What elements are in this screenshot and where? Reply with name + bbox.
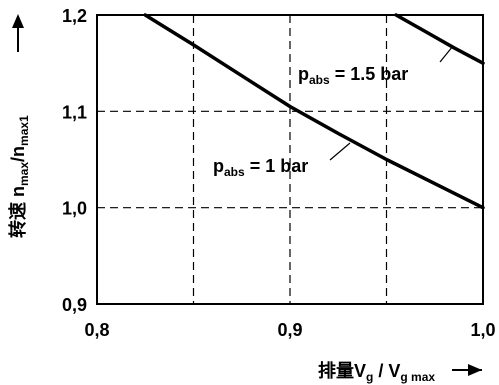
y-tick-label-3: 1,2: [62, 6, 87, 26]
y-tick-label-2: 1,1: [62, 102, 87, 122]
x-tick-labels: 0,8 0,9 1,0: [84, 320, 495, 340]
y-tick-label-0: 0,9: [62, 295, 87, 315]
series-2-name-sub: abs: [309, 73, 330, 87]
y-label-sub-2: max1: [17, 115, 31, 146]
x-tick-label-0: 0,8: [84, 320, 109, 340]
y-axis-arrow-icon: [12, 14, 24, 52]
svg-text:转速 nmax/nmax1: 转速 nmax/nmax1: [7, 115, 31, 238]
y-axis-label: 转速 nmax/nmax1: [7, 115, 31, 238]
series-2-name-prefix: p: [298, 64, 309, 84]
x-axis-label: 排量Vg / Vg max: [318, 360, 482, 384]
series-label-1-5bar: pabs = 1.5 bar: [298, 45, 454, 87]
y-label-mid: /n: [8, 146, 28, 162]
x-label-sub-2: g max: [400, 370, 435, 384]
x-axis-arrow-icon: [452, 364, 482, 376]
y-tick-label-1: 1,0: [62, 199, 87, 219]
series-2-name-suffix: = 1.5 bar: [330, 64, 409, 84]
svg-text:排量Vg / Vg max: 排量Vg / Vg max: [318, 360, 435, 384]
x-label-mid: / V: [373, 361, 400, 381]
y-label-main: 转速 n: [7, 186, 28, 238]
series-label-1bar: pabs = 1 bar: [213, 142, 351, 179]
series-lines: [143, 13, 485, 210]
svg-text:pabs = 1 bar: pabs = 1 bar: [213, 156, 308, 179]
y-label-sub-1: max: [17, 162, 31, 186]
series-2-leader-line: [439, 45, 454, 63]
series-1-name-sub: abs: [224, 165, 245, 179]
series-1-name-prefix: p: [213, 156, 224, 176]
x-tick-label-2: 1,0: [470, 320, 495, 340]
series-line-0: [143, 13, 485, 210]
x-label-main: 排量V: [318, 360, 366, 381]
svg-text:pabs = 1.5 bar: pabs = 1.5 bar: [298, 64, 408, 87]
x-tick-label-1: 0,9: [277, 320, 302, 340]
series-line-1: [394, 13, 485, 65]
y-tick-labels: 0,9 1,0 1,1 1,2: [62, 6, 87, 315]
series-1-name-suffix: = 1 bar: [245, 156, 309, 176]
plot-frame: [96, 14, 484, 305]
series-1-leader-line: [329, 142, 351, 161]
x-label-sub-1: g: [366, 370, 373, 384]
